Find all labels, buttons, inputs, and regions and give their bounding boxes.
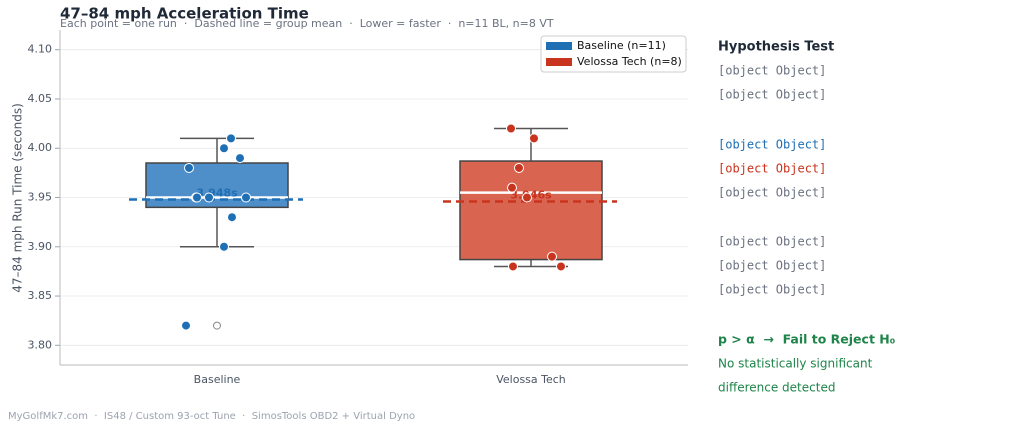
legend-swatch [546,58,572,66]
point [506,123,516,134]
y-tick-label: 3.80 [28,338,53,351]
point [547,251,557,262]
box [459,160,603,261]
mean-label: 3.948s [196,186,238,199]
panel-note: difference detected [718,381,835,395]
panel-title: Hypothesis Test [718,40,834,55]
panel-line: [object Object] [718,64,826,78]
y-tick-label: 3.85 [28,289,53,302]
y-tick-label: 3.90 [28,240,53,253]
panel-line: [object Object] [718,88,826,102]
x-tick-label: Velossa Tech [496,373,566,386]
point [514,162,524,173]
footer: MyGolfMk7.com · IS48 / Custom 93-oct Tun… [8,411,415,422]
point [556,261,566,272]
panel-line: [object Object] [718,186,826,200]
panel-line: [object Object] [718,235,826,249]
outlier [213,321,221,330]
y-axis-label: 47–84 mph Run Time (seconds) [11,103,25,293]
panel-note: No statistically significant [718,357,873,371]
point [192,192,202,203]
point [508,261,518,272]
legend-box [540,35,687,73]
point [227,212,237,223]
y-tick-label: 3.95 [28,191,53,204]
point [204,192,214,203]
chart-subtitle: Each point = one run · Dashed line = gro… [60,17,554,30]
legend-label: Baseline (n=11) [577,39,666,52]
y-tick-label: 4.05 [28,92,53,105]
panel-conclusion: p > α → Fail to Reject H₀ [718,332,895,347]
point [219,143,229,154]
panel-line: [object Object] [718,138,826,152]
chart-title: 47–84 mph Acceleration Time [60,5,309,23]
point [241,192,251,203]
legend-swatch [546,42,572,50]
point [219,241,229,252]
x-tick-label: Baseline [194,373,241,386]
panel-line: [object Object] [718,162,826,176]
point [507,182,517,193]
y-tick-label: 4.00 [28,141,53,154]
point [529,133,539,144]
point [226,133,236,144]
point [235,153,245,164]
point [184,162,194,173]
legend-label: Velossa Tech (n=8) [577,55,682,68]
panel-line: [object Object] [718,283,826,297]
point [522,192,532,203]
y-tick-label: 4.10 [28,43,53,56]
panel-line: [object Object] [718,259,826,273]
point [181,320,191,331]
